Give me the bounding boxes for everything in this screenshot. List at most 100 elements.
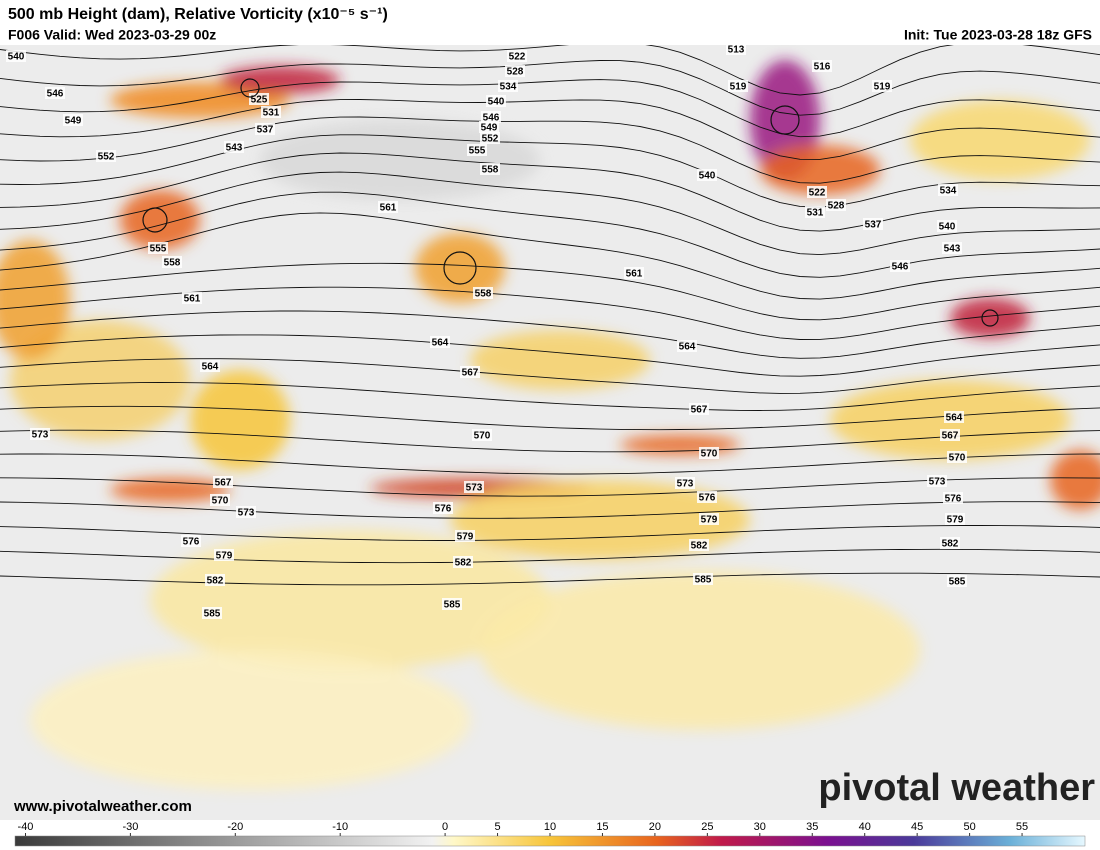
contour-line xyxy=(0,99,1100,160)
vorticity-blob xyxy=(415,233,505,303)
contour-line xyxy=(0,548,1100,564)
colorbar-tick-label: 55 xyxy=(1016,821,1028,833)
colorbar-tick-label: 20 xyxy=(649,821,661,833)
contour-label-bg xyxy=(675,477,695,489)
contour-label-bg xyxy=(890,260,910,272)
contour-label-bg xyxy=(699,513,719,525)
contour-label-bg xyxy=(433,502,453,514)
contour-label: 582 xyxy=(207,576,224,587)
colorbar-tick-label: 10 xyxy=(544,821,556,833)
low-center xyxy=(770,105,800,135)
website: www.pivotalweather.com xyxy=(13,798,192,815)
contour-label: 519 xyxy=(874,82,891,93)
contour-label: 546 xyxy=(47,89,64,100)
low-center xyxy=(142,207,168,233)
contour-label: 561 xyxy=(380,203,397,214)
vorticity-blob xyxy=(190,370,290,470)
contour-labels: 5405465495525435375315255225285345405465… xyxy=(6,45,967,620)
contour-label: 582 xyxy=(942,539,959,550)
contour-label: 534 xyxy=(940,186,957,197)
contour-label: 564 xyxy=(202,362,219,373)
contour-label: 585 xyxy=(444,600,461,611)
contour-label-bg xyxy=(812,60,832,72)
contour-label-bg xyxy=(726,45,746,55)
contour-label: 579 xyxy=(216,551,233,562)
contour-label-bg xyxy=(214,549,234,561)
contour-label-bg xyxy=(205,574,225,586)
contour-label-bg xyxy=(255,123,275,135)
contour-label: 576 xyxy=(699,493,716,504)
contour-label: 513 xyxy=(728,45,745,56)
contour-label-bg xyxy=(181,535,201,547)
contour-label-bg xyxy=(937,220,957,232)
contour-label: 573 xyxy=(929,477,946,488)
contour-label-bg xyxy=(945,513,965,525)
colorbar-tick-label: -40 xyxy=(18,821,34,833)
contour-label-bg xyxy=(505,65,525,77)
low-center xyxy=(240,78,260,98)
contour-label: 570 xyxy=(474,431,491,442)
contour-line xyxy=(0,286,1100,340)
contour-label: 573 xyxy=(32,430,49,441)
contour-label-bg xyxy=(486,95,506,107)
contour-label-bg xyxy=(182,292,202,304)
contour-label: 579 xyxy=(947,515,964,526)
colorbar-tick-label: -10 xyxy=(332,821,348,833)
colorbar-tick-label: 35 xyxy=(806,821,818,833)
contour-label: 573 xyxy=(466,483,483,494)
contour-label: 528 xyxy=(507,67,524,78)
vorticity-blob xyxy=(950,298,1030,338)
contour-label: 570 xyxy=(949,453,966,464)
colorbar-tick-label: 0 xyxy=(442,821,448,833)
contour-label-bg xyxy=(261,106,281,118)
contour-label-bg xyxy=(481,111,501,123)
contour-label: 546 xyxy=(892,262,909,273)
contour-label: 585 xyxy=(949,577,966,588)
contour-label: 531 xyxy=(807,208,824,219)
contour-line xyxy=(0,358,1100,394)
contour-label-bg xyxy=(210,494,230,506)
contour-line xyxy=(0,60,1100,116)
vorticity-blob xyxy=(480,570,920,730)
contour-label-bg xyxy=(45,87,65,99)
contour-label-bg xyxy=(697,169,717,181)
contour-label: 567 xyxy=(462,368,479,379)
low-center xyxy=(981,309,999,327)
contour-label: 567 xyxy=(942,431,959,442)
contour-label: 573 xyxy=(238,508,255,519)
contour-label-bg xyxy=(480,132,500,144)
vorticity-blob xyxy=(150,530,550,670)
contour-line xyxy=(0,525,1100,541)
contour-label: 555 xyxy=(150,244,167,255)
contour-label: 519 xyxy=(730,82,747,93)
vorticity-blob xyxy=(1050,450,1100,510)
height-contours xyxy=(0,45,1100,586)
contour-label: 549 xyxy=(481,123,498,134)
colorbar-tick-label: 15 xyxy=(596,821,608,833)
title: 500 mb Height (dam), Relative Vorticity … xyxy=(8,6,388,23)
contour-label: 585 xyxy=(204,609,221,620)
contour-label-bg xyxy=(697,491,717,503)
contour-label-bg xyxy=(699,447,719,459)
contour-label: 549 xyxy=(65,116,82,127)
contour-line xyxy=(0,262,1100,321)
contour-label: 528 xyxy=(828,201,845,212)
contour-line xyxy=(0,152,1100,232)
contour-line xyxy=(0,453,1100,475)
contour-label: 552 xyxy=(98,152,115,163)
contour-line xyxy=(0,310,1100,359)
contour-label: 543 xyxy=(944,244,961,255)
contour-label-bg xyxy=(947,575,967,587)
contour-label-bg xyxy=(693,573,713,585)
contour-label: 540 xyxy=(939,222,956,233)
logo: pivotal weather xyxy=(818,767,1095,809)
colorbar-ticks: -40 -30 -20 -10 0 5 10 15 20 25 30 35 40 45 50 55 xyxy=(18,821,1028,836)
contour-label: 582 xyxy=(691,541,708,552)
contour-label-bg xyxy=(940,537,960,549)
contour-label: 525 xyxy=(251,95,268,106)
contour-label-bg xyxy=(479,121,499,133)
contour-line xyxy=(0,429,1100,453)
vorticity-field xyxy=(0,60,1100,790)
contour-label: 561 xyxy=(626,269,643,280)
